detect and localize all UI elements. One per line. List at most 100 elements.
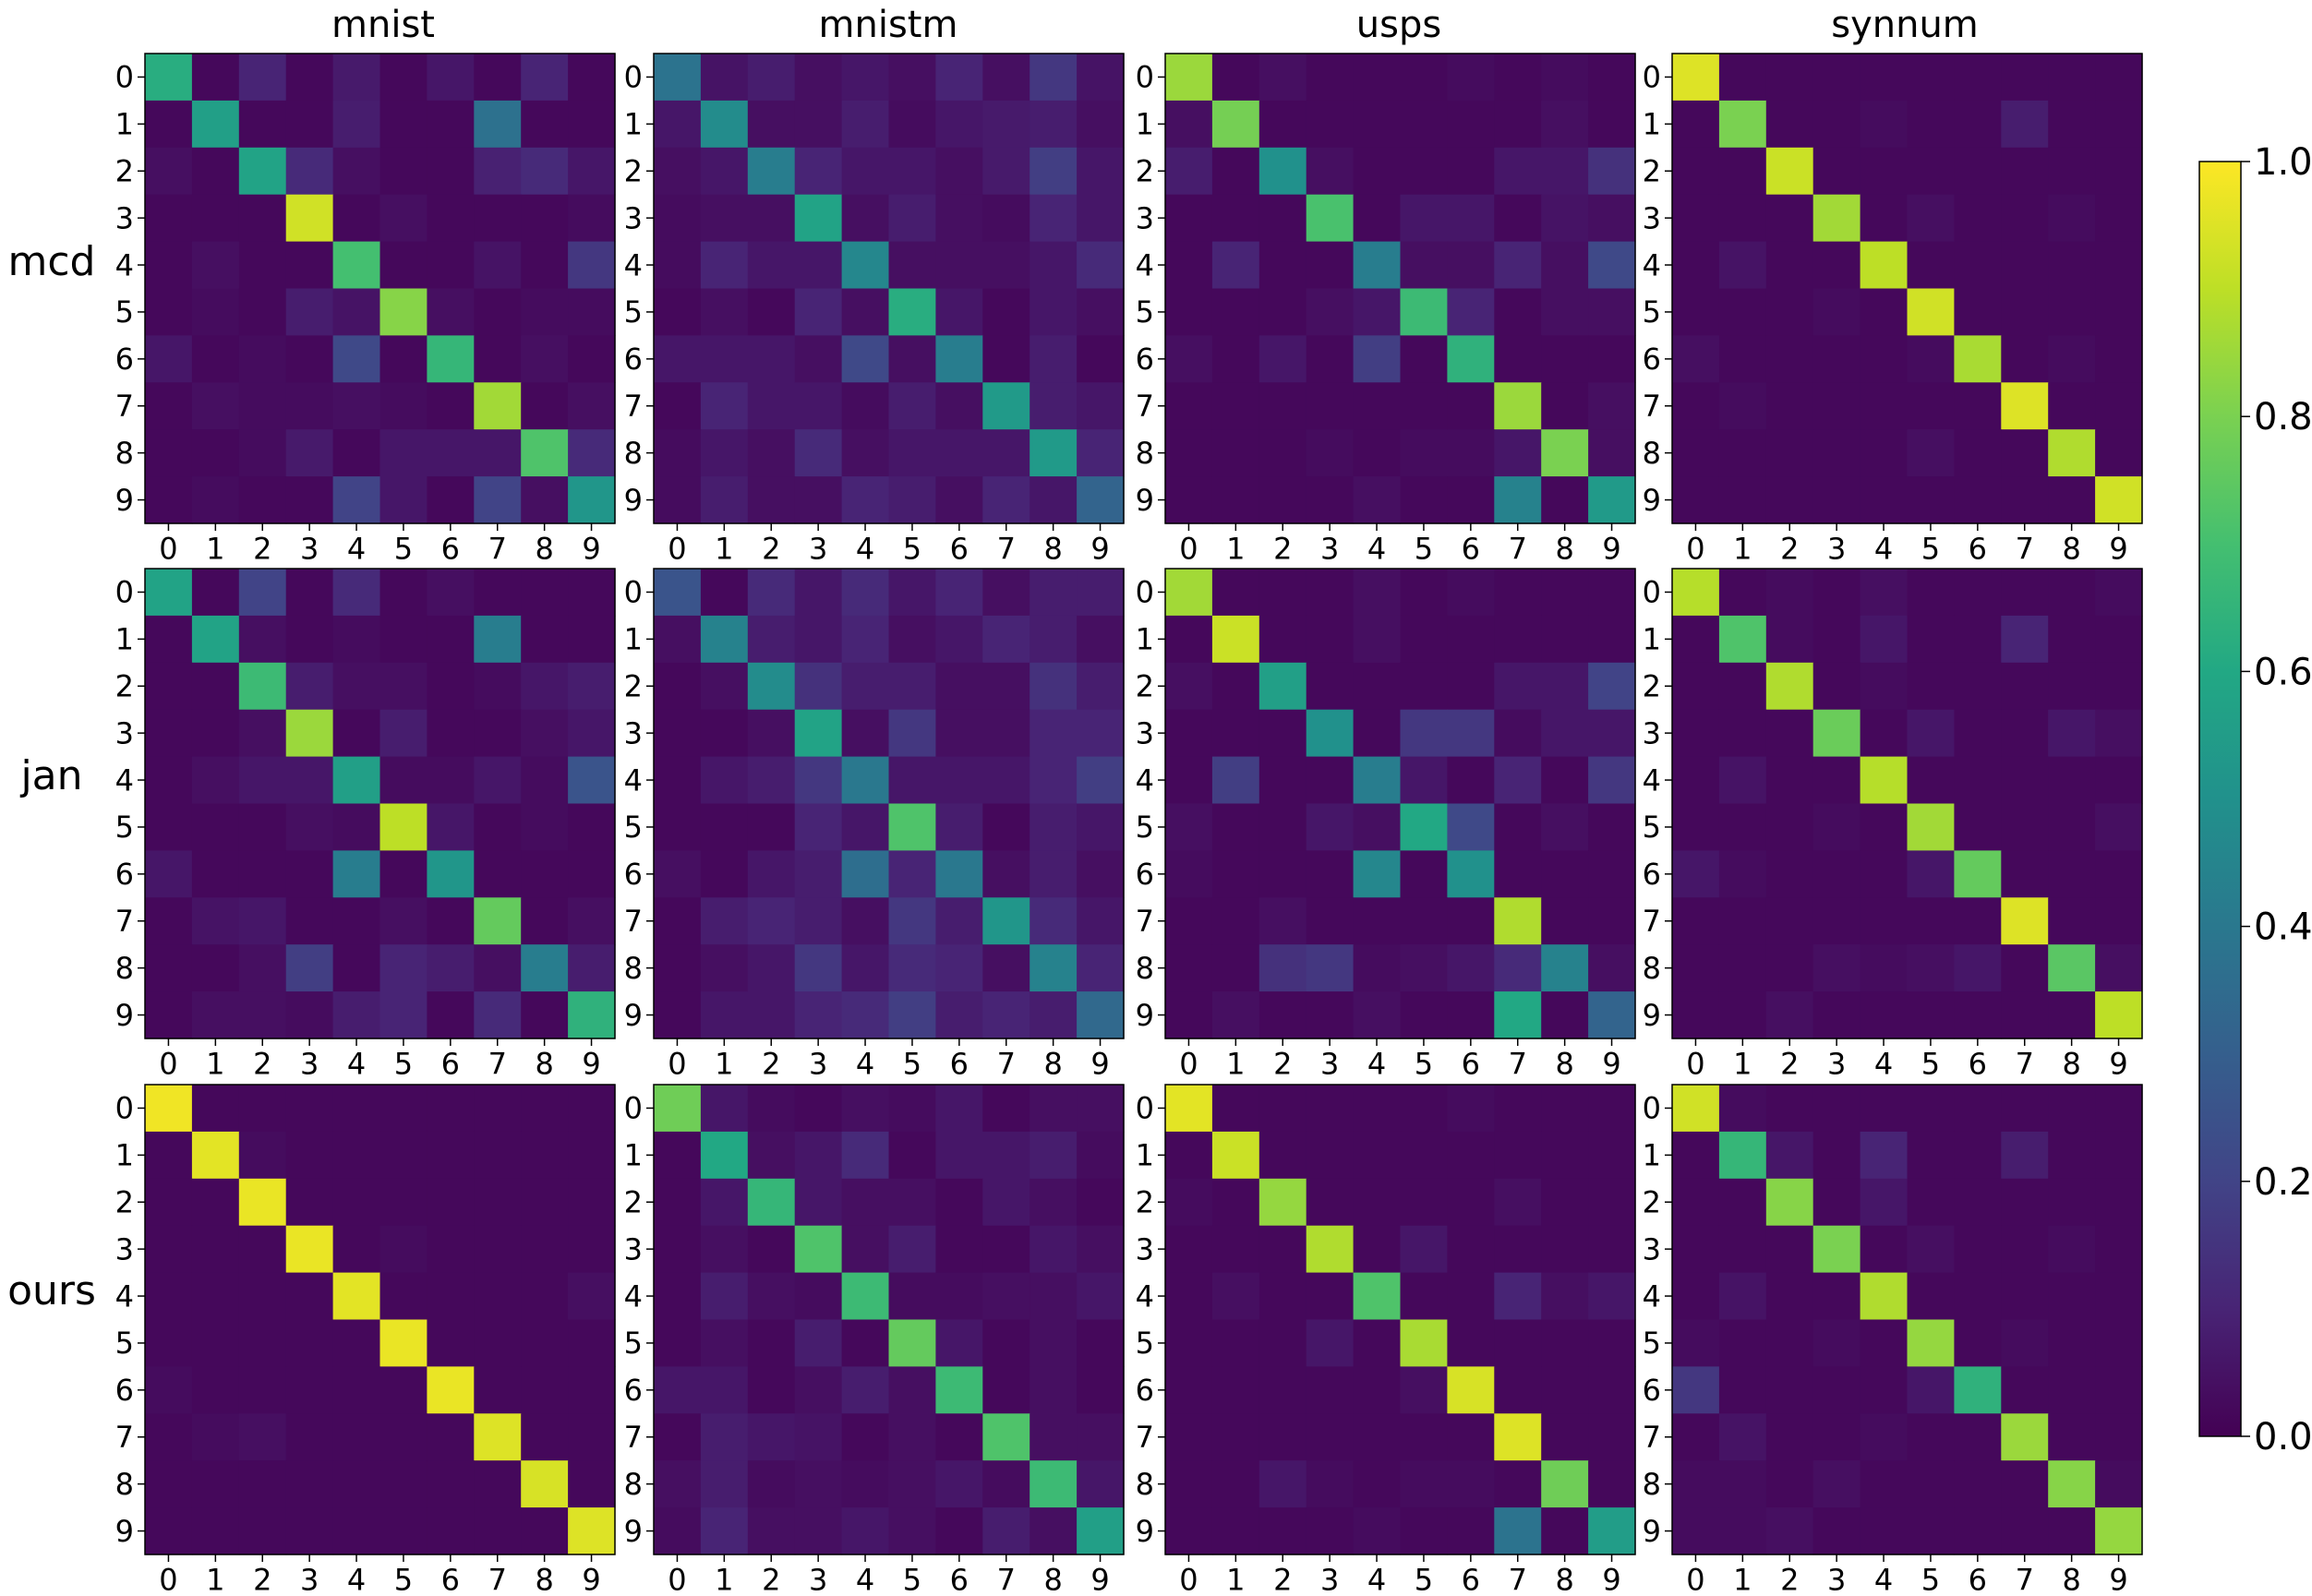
heatmap-cell (2095, 1413, 2143, 1461)
y-tick-label: 2 (624, 668, 643, 703)
y-tick-label: 8 (624, 436, 643, 471)
y-tick-label: 9 (624, 483, 643, 518)
heatmap-cell (982, 288, 1030, 336)
x-tick-label: 2 (253, 531, 271, 566)
heatmap-cell (2095, 1366, 2143, 1414)
colorbar-tick-label: 1.0 (2254, 141, 2312, 184)
y-tick-label: 6 (1136, 857, 1154, 892)
heatmap-cell (700, 288, 749, 336)
heatmap-cell (2095, 288, 2143, 336)
heatmap-cell (982, 615, 1030, 664)
heatmap-cell (1353, 1413, 1402, 1461)
heatmap-cell (1672, 1460, 1720, 1508)
y-tick-label: 9 (115, 483, 134, 518)
heatmap-cell (841, 1413, 890, 1461)
heatmap-cell (1672, 147, 1720, 196)
heatmap-cell (1258, 335, 1307, 383)
y-tick-label: 3 (624, 200, 643, 235)
heatmap-cell (1907, 1460, 1955, 1508)
heatmap-cell (1494, 1507, 1542, 1555)
heatmap-cell (1812, 1272, 1861, 1321)
heatmap-cell (700, 382, 749, 430)
y-tick-label: 9 (1136, 998, 1154, 1033)
heatmap-cell (1447, 615, 1495, 664)
heatmap-cell (474, 1366, 522, 1414)
heatmap-cell (1165, 194, 1213, 243)
heatmap-cell (1447, 382, 1495, 430)
heatmap-cell (1447, 241, 1495, 290)
heatmap-cell (1765, 662, 1814, 711)
heatmap-cell (332, 54, 381, 102)
heatmap-cell (654, 1507, 702, 1555)
y-tick-label: 7 (624, 1420, 643, 1455)
heatmap-cell (1812, 803, 1861, 851)
x-tick-label: 7 (997, 1562, 1016, 1596)
heatmap-cell (474, 1319, 522, 1367)
heatmap-cell (1306, 100, 1355, 149)
heatmap-cell (521, 1413, 569, 1461)
heatmap-cell (888, 803, 936, 851)
heatmap-cell (1541, 1413, 1589, 1461)
heatmap-cell (888, 569, 936, 617)
heatmap-cell (888, 288, 936, 336)
y-tick-label: 0 (1136, 575, 1154, 610)
heatmap-cell (1588, 335, 1636, 383)
heatmap-cell (1860, 662, 1909, 711)
heatmap-cell (1907, 662, 1955, 711)
heatmap-cell (285, 241, 334, 290)
x-tick-label: 8 (535, 1046, 553, 1081)
heatmap-cell (2048, 1507, 2096, 1555)
heatmap-cell (1672, 850, 1720, 898)
heatmap-cell (145, 54, 193, 102)
heatmap-cell (1541, 756, 1589, 805)
heatmap-cell (474, 569, 522, 617)
heatmap-cell (841, 147, 890, 196)
heatmap-cell (1030, 615, 1078, 664)
heatmap-cell (1860, 1178, 1909, 1227)
heatmap-cell (700, 1413, 749, 1461)
heatmap-cell (1211, 1085, 1260, 1133)
y-tick-label: 1 (115, 107, 134, 142)
colorbar-tick-label: 0.4 (2254, 906, 2312, 949)
heatmap-cell (654, 1178, 702, 1227)
heatmap-cell (238, 100, 287, 149)
heatmap-cell (1077, 429, 1125, 477)
heatmap-cell (700, 1366, 749, 1414)
y-tick-label: 6 (115, 857, 134, 892)
x-tick-label: 2 (1780, 1562, 1799, 1596)
heatmap-cell (794, 1366, 843, 1414)
y-tick-label: 5 (115, 1326, 134, 1361)
heatmap-cell (1306, 756, 1355, 805)
heatmap-cell (841, 194, 890, 243)
heatmap-cell (1765, 1366, 1814, 1414)
heatmap-cell (474, 1507, 522, 1555)
heatmap-cell (1077, 1178, 1125, 1227)
heatmap-cell (654, 803, 702, 851)
heatmap-cell (1860, 1085, 1909, 1133)
heatmap-cell (1494, 194, 1542, 243)
x-tick-label: 8 (1043, 1562, 1062, 1596)
heatmap-cell (332, 241, 381, 290)
heatmap-cell (1541, 662, 1589, 711)
x-tick-label: 9 (1602, 1562, 1620, 1596)
heatmap-cell (1672, 1272, 1720, 1321)
heatmap-cell (379, 944, 427, 992)
heatmap-cell (1765, 569, 1814, 617)
heatmap-cell (1954, 944, 2002, 992)
heatmap-cell (1718, 1319, 1767, 1367)
panel-frame (1671, 1084, 2143, 1555)
heatmap-cell (1541, 194, 1589, 243)
x-tick-label: 1 (715, 1046, 733, 1081)
heatmap-cell (982, 1085, 1030, 1133)
heatmap-cell (332, 1413, 381, 1461)
heatmap-cell (1954, 382, 2002, 430)
heatmap-cell (794, 569, 843, 617)
heatmap-cell (747, 1131, 796, 1180)
heatmap-cell (1353, 756, 1402, 805)
heatmap-cell (1030, 1413, 1078, 1461)
column-title-usps: usps (1356, 4, 1441, 46)
heatmap-cell (888, 1507, 936, 1555)
heatmap-cell (427, 1413, 475, 1461)
heatmap-cell (1494, 382, 1542, 430)
y-tick-label: 6 (1136, 1373, 1154, 1408)
